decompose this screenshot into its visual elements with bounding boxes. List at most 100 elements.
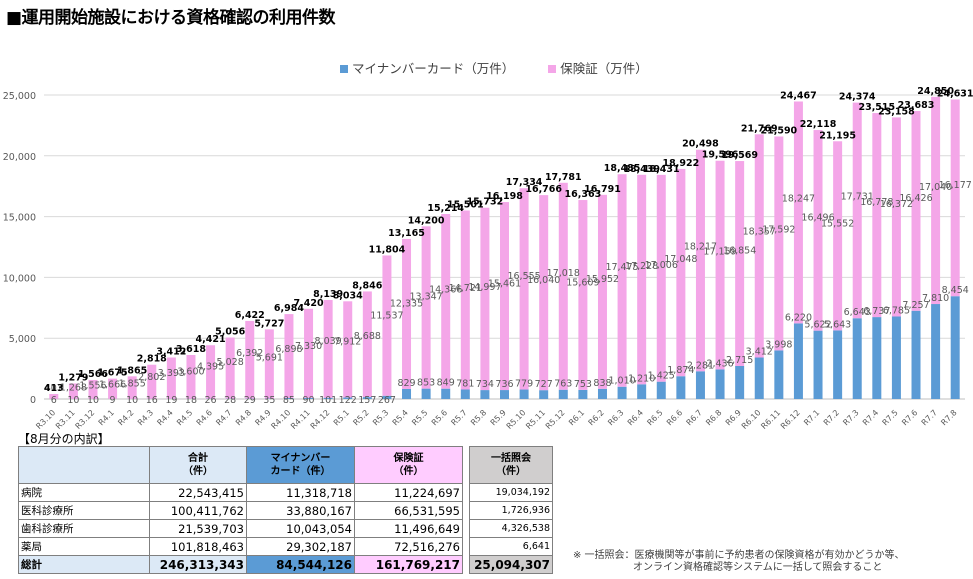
data-label-card: 7,257: [902, 300, 929, 311]
bar-card: [911, 310, 921, 399]
bar-insurance: [519, 188, 529, 390]
cell-insurance: 72,516,276: [354, 537, 463, 556]
data-label-card: 829: [397, 378, 415, 389]
bar-card: [441, 388, 451, 399]
bulk-inquiry-table: 一括照会 （件） 19,034,192 1,726,936 4,326,538 …: [469, 446, 553, 574]
data-label-total: 15,732: [467, 197, 504, 208]
bar-insurance: [225, 337, 235, 399]
data-label-total: 16,198: [486, 191, 523, 202]
data-label-insurance: 17,040: [919, 182, 952, 193]
bar-insurance: [833, 141, 843, 331]
data-label-card: 10: [87, 395, 99, 406]
data-label-total: 15,214: [427, 203, 464, 214]
bar-card: [539, 390, 549, 399]
breakdown-header-row: 合計 （件） マイナンバー カード（件） 保険証 （件）: [18, 446, 463, 484]
data-label-card: 7,810: [922, 293, 949, 304]
data-label-total: 18,922: [663, 158, 700, 169]
data-label-total: 1,279: [58, 372, 88, 383]
data-label-total: 24,467: [780, 90, 817, 101]
bar-insurance: [127, 376, 137, 399]
data-label-insurance: 16,426: [899, 193, 932, 204]
data-label-insurance: 17,731: [841, 192, 874, 203]
legend-item-card: マイナンバーカード（万件）: [340, 58, 514, 77]
data-label-total: 15,501: [447, 199, 484, 210]
data-label-insurance: 17,006: [645, 260, 678, 271]
bar-insurance: [441, 213, 451, 389]
data-label-insurance: 2,802: [138, 372, 165, 383]
x-tick-label: R4.4: [155, 408, 174, 427]
bar-insurance: [656, 174, 666, 382]
data-label-total: 3,618: [176, 344, 206, 355]
data-label-card: 6,643: [844, 307, 871, 318]
bar-insurance: [676, 168, 686, 377]
data-label-total: 17,781: [545, 172, 582, 183]
y-tick-label: 15,000: [3, 213, 36, 224]
x-tick-label: R7.7: [920, 408, 939, 427]
data-label-card: 853: [417, 378, 435, 389]
bar-insurance: [186, 355, 196, 399]
table-row: 歯科診療所 21,539,703 10,043,054 11,496,649: [18, 519, 463, 538]
data-label-card: 5,622: [804, 320, 831, 331]
data-label-insurance: 14,721: [449, 283, 482, 294]
bar-insurance: [343, 301, 353, 398]
bar-insurance: [284, 314, 294, 398]
y-tick-label: 0: [30, 395, 36, 406]
data-label-insurance: 17,592: [762, 225, 795, 236]
data-label-card: 6,785: [883, 305, 910, 316]
bar-insurance: [147, 364, 157, 399]
grand-total-row: 総計 246,313,343 84,544,126 161,769,217: [18, 555, 463, 574]
data-label-insurance: 1,556: [79, 380, 106, 391]
bar-insurance: [813, 130, 823, 331]
bar-insurance: [362, 291, 372, 398]
bar-insurance: [774, 136, 784, 351]
data-label-card: 727: [535, 379, 553, 390]
x-tick-label: R4.3: [136, 408, 155, 427]
x-tick-label: R6.5: [645, 408, 664, 427]
bulk-cell: 19,034,192: [469, 483, 553, 502]
data-label-insurance: 5,691: [256, 353, 283, 364]
header-card: マイナンバー カード（件）: [246, 446, 355, 484]
legend-item-insurance: 保険証（万件）: [548, 58, 648, 77]
x-tick-label: R4.11: [289, 408, 312, 430]
cell-total: 101,818,463: [149, 537, 247, 556]
table-row: 1,726,936: [469, 501, 553, 520]
data-label-total: 13,165: [388, 228, 425, 239]
cell-total: 22,543,415: [149, 483, 247, 502]
legend-label-insurance: 保険証（万件）: [560, 61, 648, 76]
bar-insurance: [715, 160, 725, 370]
data-label-insurance: 16,854: [723, 245, 756, 256]
breakdown-title: 【8月分の内訳】: [18, 432, 110, 446]
cell-card: 33,880,167: [246, 501, 355, 520]
data-label-card: 90: [302, 395, 314, 406]
bar-card: [754, 357, 764, 399]
data-label-insurance: 8,688: [354, 331, 381, 342]
bar-insurance: [735, 161, 745, 366]
data-label-total: 16,363: [565, 189, 602, 200]
data-label-total: 19,596: [702, 150, 739, 161]
bar-card: [343, 397, 353, 399]
data-label-card: 781: [456, 379, 474, 390]
bar-insurance: [872, 113, 882, 318]
data-label-card: 3,998: [765, 339, 792, 350]
bar-insurance: [597, 194, 607, 389]
data-label-insurance: 3,393: [158, 368, 185, 379]
bars: [49, 96, 960, 399]
bar-insurance: [480, 207, 490, 391]
data-label-card: 1,210: [628, 373, 655, 384]
bar-insurance: [558, 182, 568, 390]
data-label-total: 24,631: [937, 88, 973, 99]
bar-card: [304, 397, 314, 399]
x-tick-label: R4.1: [97, 408, 116, 427]
bar-card: [656, 381, 666, 399]
data-label-card: 2,281: [687, 360, 714, 371]
x-tick-label: R6.6: [665, 408, 684, 427]
data-label-insurance: 16,177: [939, 180, 972, 191]
data-label-card: 157: [358, 395, 376, 406]
x-tick-label: R6.12: [779, 408, 802, 430]
data-label-insurance: 17,048: [664, 254, 697, 265]
x-tick-label: R4.10: [269, 408, 292, 430]
data-label-insurance: 1,268: [60, 382, 87, 393]
bulk-header-row: 一括照会 （件）: [469, 446, 553, 484]
x-tick-label: R5.4: [391, 408, 410, 427]
